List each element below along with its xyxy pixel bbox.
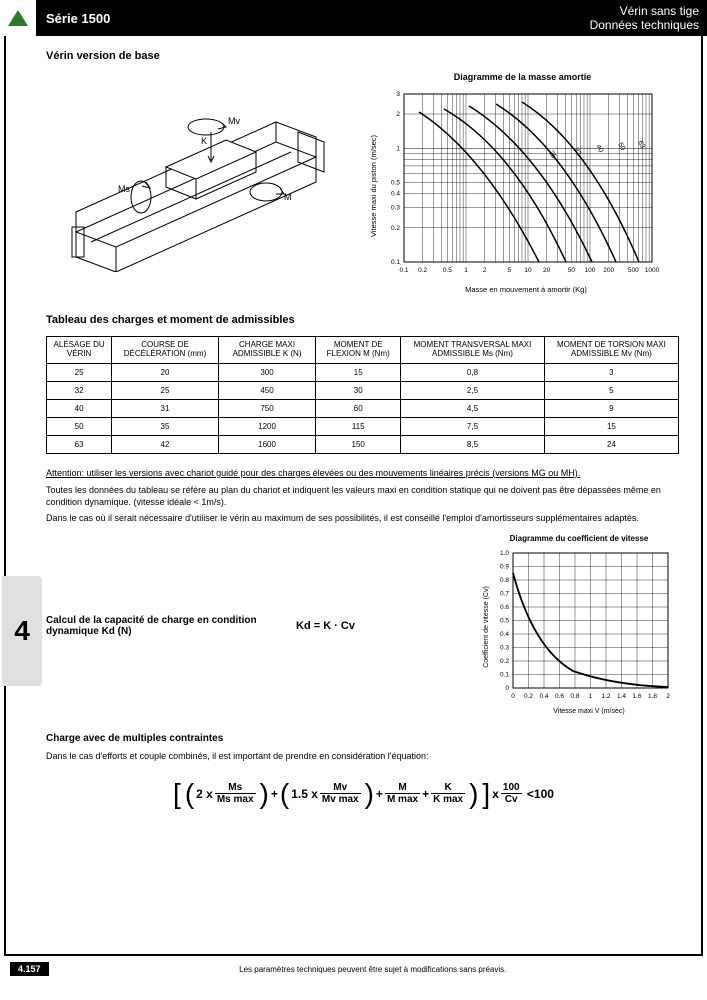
svg-text:50: 50 bbox=[568, 267, 576, 274]
svg-text:Ms: Ms bbox=[118, 184, 130, 194]
svg-text:0: 0 bbox=[505, 685, 509, 692]
section-title: Vérin version de base bbox=[46, 50, 679, 62]
combined-equation: [ ( 2 x MsMs max )+ ( 1.5 x MvMv max )+ … bbox=[46, 782, 679, 806]
svg-text:0.2: 0.2 bbox=[418, 267, 427, 274]
table-header: ALÉSAGE DU VÉRIN bbox=[47, 337, 112, 364]
header-series: Série 1500 bbox=[46, 11, 110, 26]
loads-table: ALÉSAGE DU VÉRINCOURSE DE DÉCÉLÉRATION (… bbox=[46, 336, 679, 454]
svg-text:20: 20 bbox=[543, 267, 551, 274]
page-footer: 4.157 Les paramètres techniques peuvent … bbox=[4, 960, 703, 978]
table-row: 503512001157,515 bbox=[47, 417, 679, 435]
cylinder-illustration: Mv Ms M K bbox=[46, 72, 346, 272]
svg-text:1.6: 1.6 bbox=[632, 693, 641, 700]
svg-text:0.3: 0.3 bbox=[391, 205, 400, 212]
svg-text:0.2: 0.2 bbox=[391, 225, 400, 232]
svg-text:0.2: 0.2 bbox=[524, 693, 533, 700]
svg-text:Masse en mouvement à amortir (: Masse en mouvement à amortir (Kg) bbox=[465, 285, 587, 294]
svg-text:5: 5 bbox=[508, 267, 512, 274]
svg-text:1: 1 bbox=[396, 145, 400, 152]
svg-text:0.6: 0.6 bbox=[500, 604, 509, 611]
footer-text: Les paramètres techniques peuvent être s… bbox=[49, 965, 697, 974]
svg-text:50: 50 bbox=[616, 142, 626, 152]
header-title: Vérin sans tige Données techniques bbox=[590, 4, 699, 33]
svg-text:2: 2 bbox=[483, 267, 487, 274]
svg-text:0.2: 0.2 bbox=[500, 658, 509, 665]
table-row: 3225450302,55 bbox=[47, 381, 679, 399]
calc-formula: Kd = K · Cv bbox=[296, 620, 355, 632]
svg-text:0.5: 0.5 bbox=[500, 618, 509, 625]
table-title: Tableau des charges et moment de admissi… bbox=[46, 314, 679, 326]
svg-text:0.5: 0.5 bbox=[391, 180, 400, 187]
svg-text:0.4: 0.4 bbox=[539, 693, 548, 700]
svg-text:200: 200 bbox=[603, 267, 614, 274]
svg-text:0.5: 0.5 bbox=[443, 267, 452, 274]
svg-text:100: 100 bbox=[585, 267, 596, 274]
svg-text:Mv: Mv bbox=[228, 116, 240, 126]
mass-chart: Diagramme de la masse amortie 25 bbox=[366, 72, 679, 296]
svg-text:0.9: 0.9 bbox=[500, 564, 509, 571]
table-header: COURSE DE DÉCÉLÉRATION (mm) bbox=[112, 337, 219, 364]
logo bbox=[0, 0, 36, 36]
svg-text:0.1: 0.1 bbox=[399, 267, 408, 274]
svg-text:0: 0 bbox=[511, 693, 515, 700]
svg-text:0.6: 0.6 bbox=[555, 693, 564, 700]
multi-text: Dans le cas d'efforts et couple combinés… bbox=[46, 750, 679, 762]
svg-text:2: 2 bbox=[396, 111, 400, 118]
svg-text:0.8: 0.8 bbox=[500, 577, 509, 584]
svg-text:10: 10 bbox=[524, 267, 532, 274]
svg-text:Vitesse maxi du piston (m/sec): Vitesse maxi du piston (m/sec) bbox=[369, 135, 378, 237]
calc-label: Calcul de la capacité de charge en condi… bbox=[46, 615, 276, 637]
table-row: 634216001508,524 bbox=[47, 435, 679, 453]
svg-text:Vitesse maxi V (m/sec): Vitesse maxi V (m/sec) bbox=[553, 708, 624, 715]
speed-coef-chart: Diagramme du coefficient de vitesse 00.1… bbox=[479, 534, 679, 717]
svg-text:2: 2 bbox=[666, 693, 670, 700]
note-1: Toutes les données du tableau se réfère … bbox=[46, 484, 679, 508]
table-header: MOMENT DE FLEXION M (Nm) bbox=[316, 337, 401, 364]
svg-text:0.3: 0.3 bbox=[500, 645, 509, 652]
svg-text:1.2: 1.2 bbox=[601, 693, 610, 700]
svg-text:1000: 1000 bbox=[645, 267, 660, 274]
svg-text:0.4: 0.4 bbox=[391, 191, 400, 198]
svg-text:1.0: 1.0 bbox=[500, 550, 509, 557]
note-2: Dans le cas où il serait nécessaire d'ut… bbox=[46, 512, 679, 524]
svg-text:1.8: 1.8 bbox=[648, 693, 657, 700]
svg-text:500: 500 bbox=[628, 267, 639, 274]
svg-text:Coefficient de vitesse (Cv): Coefficient de vitesse (Cv) bbox=[483, 586, 490, 668]
table-row: 4031750604,59 bbox=[47, 399, 679, 417]
svg-text:40: 40 bbox=[594, 144, 604, 154]
table-header: MOMENT DE TORSION MAXI ADMISSIBLE Mv (Nm… bbox=[544, 337, 678, 364]
attention-note: Attention: utiliser les versions avec ch… bbox=[46, 468, 679, 478]
table-row: 2520300150,83 bbox=[47, 363, 679, 381]
page-body: 4 Vérin version de base bbox=[4, 36, 703, 956]
svg-text:0.8: 0.8 bbox=[570, 693, 579, 700]
svg-text:1: 1 bbox=[589, 693, 593, 700]
section-tab: 4 bbox=[2, 576, 42, 686]
svg-text:1.4: 1.4 bbox=[617, 693, 626, 700]
page-number: 4.157 bbox=[10, 962, 49, 976]
svg-text:3: 3 bbox=[396, 91, 400, 98]
svg-text:0.1: 0.1 bbox=[391, 259, 400, 266]
svg-text:0.7: 0.7 bbox=[500, 591, 509, 598]
svg-text:K: K bbox=[201, 136, 207, 146]
svg-text:0.1: 0.1 bbox=[500, 672, 509, 679]
multi-heading: Charge avec de multiples contraintes bbox=[46, 733, 679, 744]
page-header: Série 1500 Vérin sans tige Données techn… bbox=[0, 0, 707, 36]
svg-text:1: 1 bbox=[464, 267, 468, 274]
svg-text:M: M bbox=[284, 192, 292, 202]
table-header: CHARGE MAXI ADMISSIBLE K (N) bbox=[218, 337, 315, 364]
table-header: MOMENT TRANSVERSAL MAXI ADMISSIBLE Ms (N… bbox=[401, 337, 545, 364]
svg-text:0.4: 0.4 bbox=[500, 631, 509, 638]
